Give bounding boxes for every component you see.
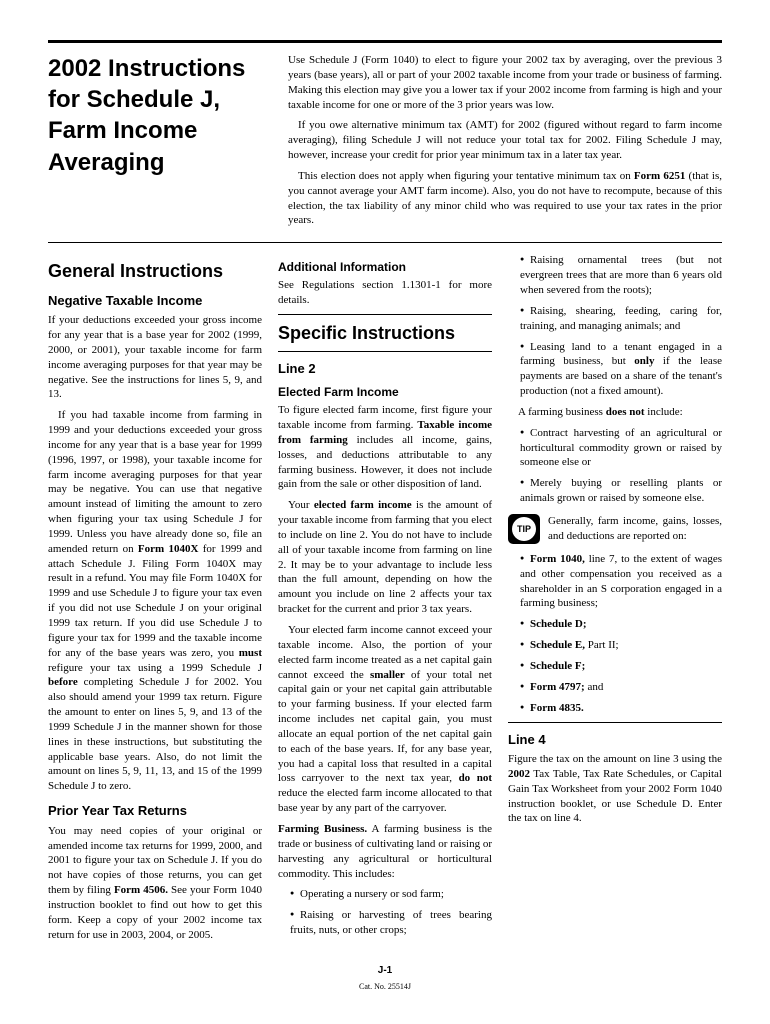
intro-p3: This election does not apply when figuri… [288, 169, 722, 228]
catalog-number: Cat. No. 25514J [48, 982, 722, 993]
col3-p1: A farming business does not include: [508, 405, 722, 420]
col3-bullet-4: Contract harvesting of an agricultural o… [508, 426, 722, 471]
col2-bullet-2: Raising or harvesting of trees bearing f… [278, 908, 492, 938]
column-1: General Instructions Negative Taxable In… [48, 253, 262, 948]
col1-p1: If your deductions exceeded your gross i… [48, 313, 262, 402]
line-4-heading: Line 4 [508, 731, 722, 749]
col3-bullet-7: Schedule D; [508, 617, 722, 632]
col3-p2: Figure the tax on the amount on line 3 u… [508, 752, 722, 826]
col3-bullet-8: Schedule E, Part II; [508, 638, 722, 653]
top-rule [48, 40, 722, 43]
general-instructions-heading: General Instructions [48, 259, 262, 283]
additional-info-heading: Additional Information [278, 259, 492, 275]
col3-bullet-2: Raising, shearing, feeding, caring for, … [508, 304, 722, 334]
col2-p2: To figure elected farm income, first fig… [278, 403, 492, 492]
col2-p1: See Regulations section 1.1301-1 for mor… [278, 278, 492, 308]
header-section: 2002 Instructions for Schedule J, Farm I… [48, 53, 722, 234]
specific-instructions-heading: Specific Instructions [278, 321, 492, 345]
col2-p4: Your elected farm income cannot exceed y… [278, 623, 492, 816]
col3-bullet-10: Form 4797; and [508, 680, 722, 695]
intro-p1: Use Schedule J (Form 1040) to elect to f… [288, 53, 722, 112]
line-2-heading: Line 2 [278, 360, 492, 378]
section-rule [48, 242, 722, 243]
col2-rule-2 [278, 351, 492, 352]
col3-bullet-11: Form 4835. [508, 701, 722, 716]
col3-bullet-5: Merely buying or reselling plants or ani… [508, 476, 722, 506]
col3-bullet-1: Raising ornamental trees (but not evergr… [508, 253, 722, 298]
title-column: 2002 Instructions for Schedule J, Farm I… [48, 53, 268, 234]
col1-p2: If you had taxable income from farming i… [48, 408, 262, 794]
col2-rule-1 [278, 314, 492, 315]
document-title: 2002 Instructions for Schedule J, Farm I… [48, 53, 268, 178]
col3-bullet-9: Schedule F; [508, 659, 722, 674]
main-columns: General Instructions Negative Taxable In… [48, 253, 722, 948]
negative-taxable-income-heading: Negative Taxable Income [48, 292, 262, 310]
column-3: Raising ornamental trees (but not evergr… [508, 253, 722, 948]
elected-farm-income-heading: Elected Farm Income [278, 384, 492, 400]
col2-p5: Farming Business. A farming business is … [278, 822, 492, 881]
intro-column: Use Schedule J (Form 1040) to elect to f… [288, 53, 722, 234]
col2-p3: Your elected farm income is the amount o… [278, 498, 492, 617]
col1-p3: You may need copies of your original or … [48, 824, 262, 943]
col3-bullet-6: Form 1040, line 7, to the extent of wage… [508, 552, 722, 611]
tip-icon: TIP [508, 514, 540, 544]
col3-rule [508, 722, 722, 723]
col3-bullet-3: Leasing land to a tenant engaged in a fa… [508, 340, 722, 399]
prior-year-heading: Prior Year Tax Returns [48, 802, 262, 820]
column-2: Additional Information See Regulations s… [278, 253, 492, 948]
footer: J-1 Cat. No. 25514J [48, 964, 722, 992]
tip-text: Generally, farm income, gains, losses, a… [548, 514, 722, 544]
page-number: J-1 [48, 964, 722, 978]
col2-bullet-1: Operating a nursery or sod farm; [278, 887, 492, 902]
tip-label: TIP [512, 517, 536, 541]
tip-box: TIP Generally, farm income, gains, losse… [508, 514, 722, 544]
intro-p2: If you owe alternative minimum tax (AMT)… [288, 118, 722, 163]
